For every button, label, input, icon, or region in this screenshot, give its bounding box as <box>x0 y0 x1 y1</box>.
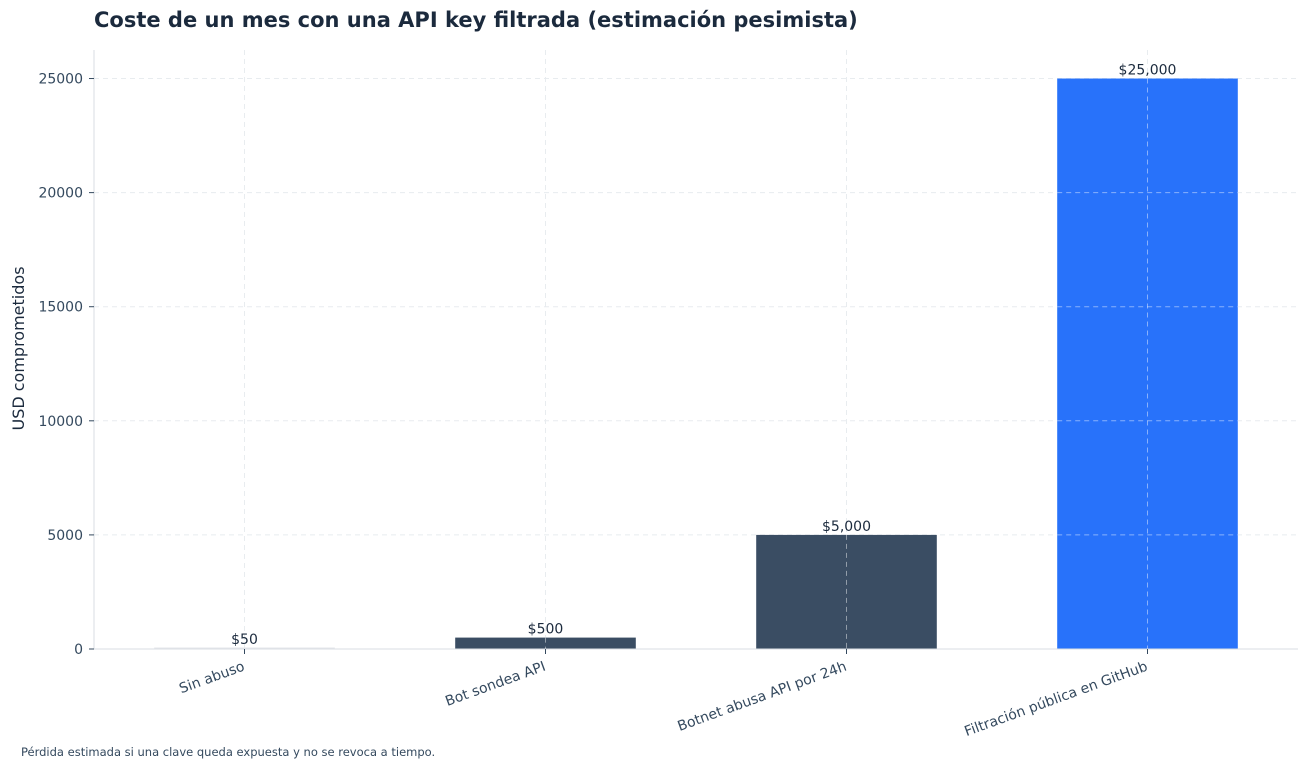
y-tick-label: 25000 <box>38 72 83 88</box>
chart-title: Coste de un mes con una API key filtrada… <box>94 8 858 32</box>
bar <box>756 534 937 649</box>
x-tick-label: Botnet abusa API por 24h <box>675 659 848 735</box>
x-tick-label: Sin abuso <box>177 659 247 697</box>
bar <box>455 637 636 649</box>
data-label: $50 <box>231 632 258 648</box>
bars-layer <box>154 78 1238 650</box>
y-tick-label: 15000 <box>38 300 83 316</box>
y-tick-label: 10000 <box>38 414 83 430</box>
x-tick-label: Bot sondea API <box>443 659 548 710</box>
x-tick-label: Filtración pública en GitHub <box>962 659 1150 740</box>
data-label: $500 <box>528 622 564 638</box>
data-label: $5,000 <box>822 519 871 535</box>
bar <box>1057 78 1238 650</box>
overgrid-layer <box>545 78 1238 649</box>
bar <box>154 647 335 649</box>
y-tick-label: 20000 <box>38 186 83 202</box>
y-tick-label: 5000 <box>47 528 83 544</box>
data-label: $25,000 <box>1119 63 1177 79</box>
y-axis-label: USD comprometidos <box>9 266 28 430</box>
axes-layer <box>89 50 1298 654</box>
footnote: Pérdida estimada si una clave queda expu… <box>21 745 436 759</box>
y-tick-label: 0 <box>74 642 83 658</box>
